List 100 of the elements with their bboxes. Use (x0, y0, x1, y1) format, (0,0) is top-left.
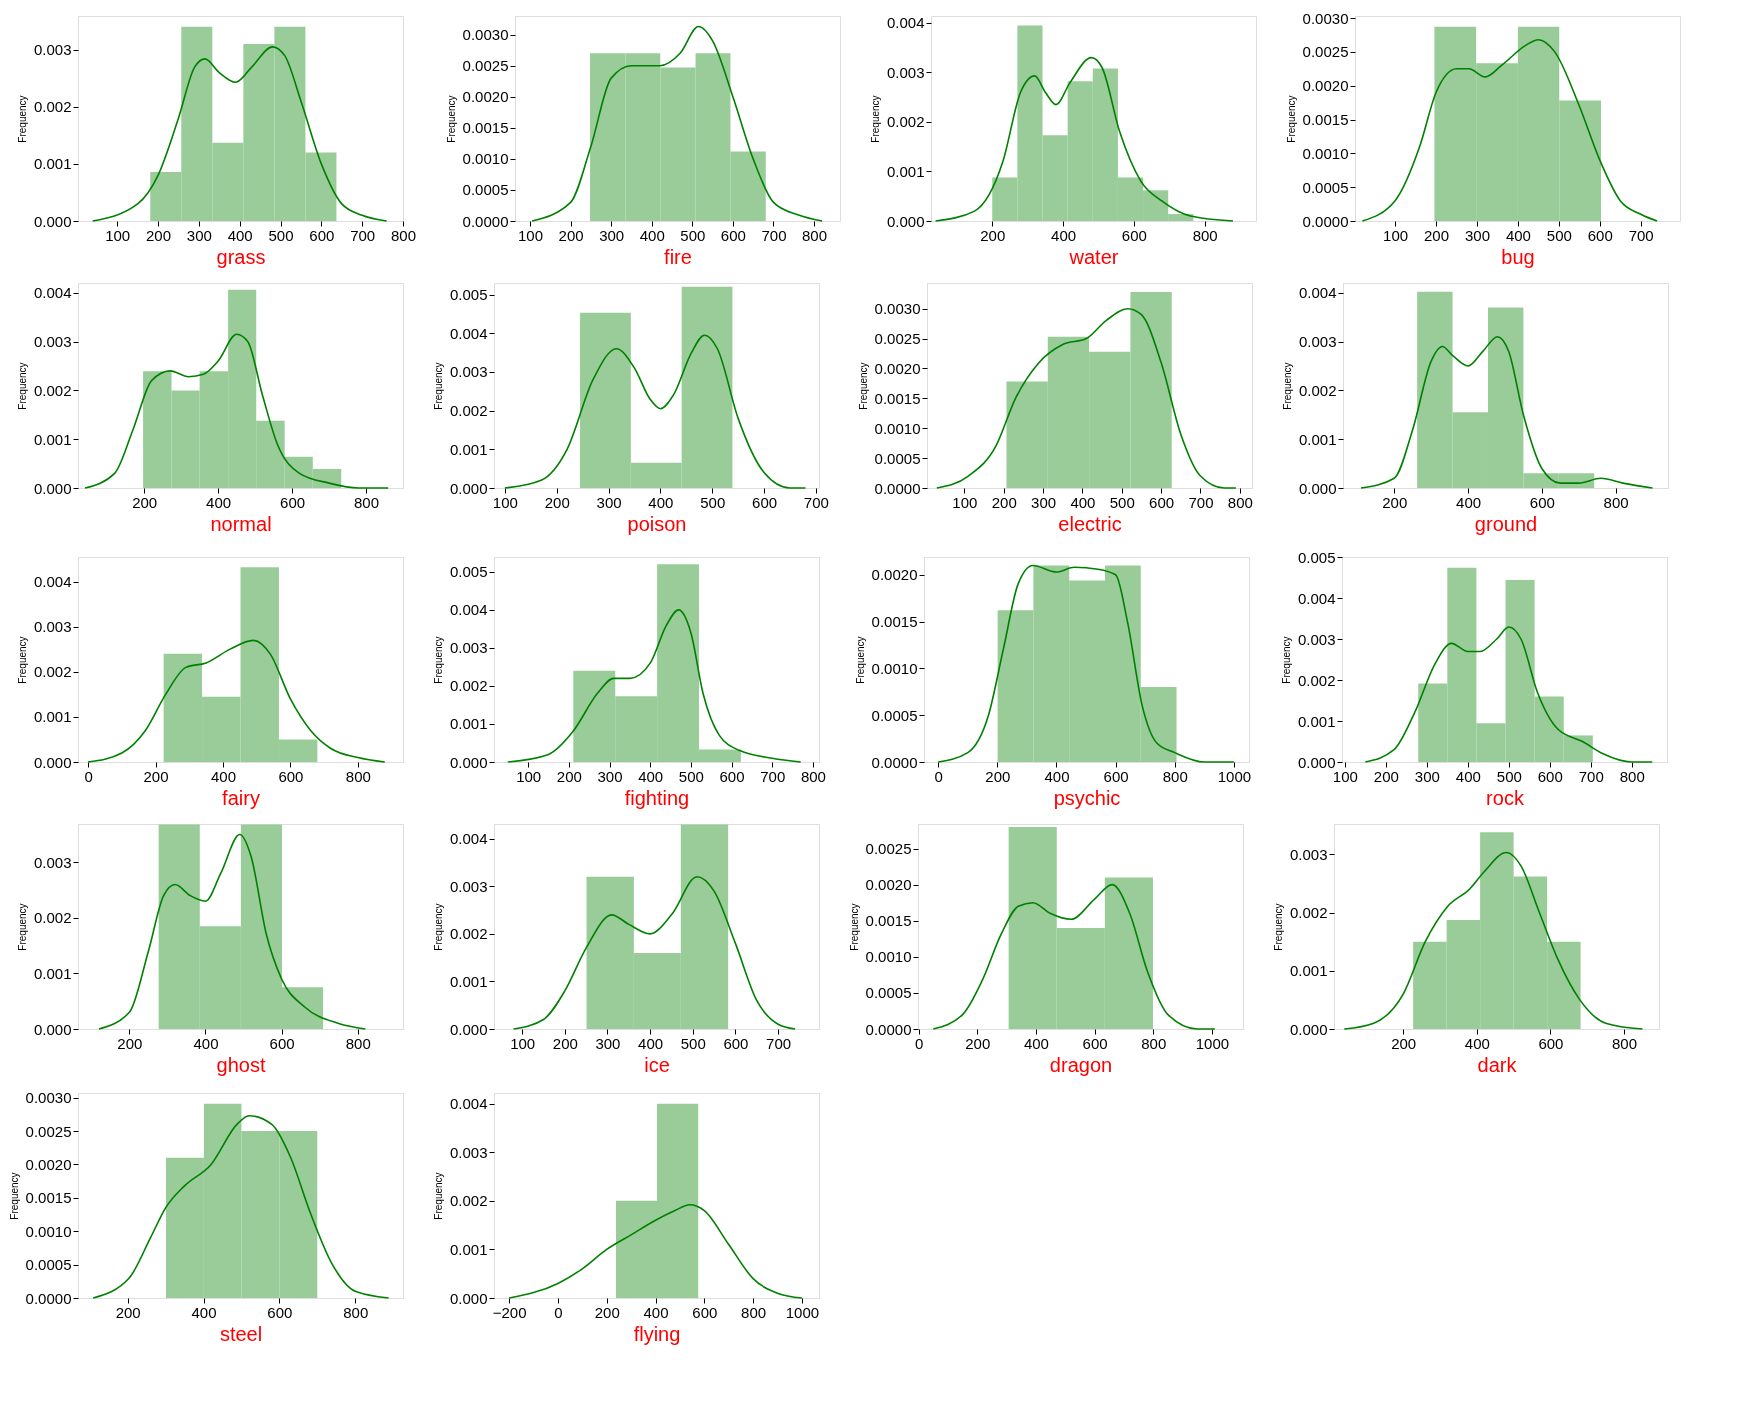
y-tick-label: 0.0030 (25, 1089, 72, 1107)
x-axis-title: ice (644, 1053, 670, 1076)
y-tick-label: 0.0000 (25, 1289, 72, 1307)
y-axis-title: Frequency (848, 903, 860, 951)
x-tick-label: 500 (1496, 767, 1522, 785)
y-tick-label: 0.0020 (1302, 77, 1349, 95)
x-tick-label: 1000 (1217, 767, 1252, 785)
line-series (932, 883, 1216, 1030)
x-tick-label: 600 (720, 226, 746, 244)
y-tick-label: 0.0010 (462, 150, 509, 168)
x-tick-label: 800 (345, 767, 371, 785)
y-axis-title: Frequency (16, 362, 28, 410)
y-tick-label: 0.0030 (462, 26, 509, 44)
x-tick-label: 800 (1612, 1034, 1638, 1052)
x-tick-label: 600 (1537, 767, 1563, 785)
y-tick-label: 0.0010 (871, 659, 918, 677)
x-tick-label: 100 (1383, 226, 1409, 244)
y-tick-label: 0.003 (1297, 630, 1336, 648)
y-tick-label: 0.002 (1297, 671, 1336, 689)
y-axis-title: Frequency (432, 636, 444, 684)
line-series (934, 56, 1234, 222)
x-tick-label: 300 (597, 767, 623, 785)
y-tick-label: 0.003 (449, 363, 488, 381)
x-tick-label: 600 (719, 767, 745, 785)
y-tick-label: 0.002 (449, 677, 488, 695)
x-axis-title: rock (1486, 786, 1525, 809)
y-tick-label: 0.003 (33, 853, 72, 871)
x-tick-label: 400 (1051, 226, 1077, 244)
y-tick-label: 0.001 (449, 972, 488, 990)
x-tick-label: 800 (343, 1303, 369, 1321)
y-tick-label: 0.0030 (874, 300, 921, 318)
y-tick-label: 0.0000 (871, 753, 918, 771)
x-tick-label: 400 (1044, 767, 1070, 785)
y-tick-label: 0.0015 (1302, 111, 1349, 129)
x-tick-label: 700 (760, 767, 786, 785)
x-axis-title: fairy (222, 786, 260, 809)
y-tick-label: 0.001 (1297, 712, 1336, 730)
x-axis-title: fighting (624, 786, 690, 809)
y-axis-title: Frequency (1272, 903, 1284, 951)
x-tick-label: 800 (800, 767, 826, 785)
y-tick-label: 0.000 (1289, 1020, 1328, 1038)
x-tick-label: 300 (1031, 493, 1057, 511)
line-series (1364, 626, 1654, 763)
x-tick-label: 1000 (1195, 1034, 1230, 1052)
x-tick-label: 600 (723, 1034, 749, 1052)
y-tick-label: 0.0015 (462, 119, 509, 137)
y-tick-label: 0.004 (886, 14, 925, 32)
line-series (936, 307, 1237, 489)
y-tick-label: 0.0025 (1302, 43, 1349, 61)
x-tick-label: 800 (390, 226, 417, 244)
x-tick-label: 600 (280, 493, 306, 511)
y-tick-label: 0.0020 (462, 88, 509, 106)
x-axis-title: grass (216, 245, 266, 268)
x-tick-label: 700 (1578, 767, 1604, 785)
y-tick-label: 0.0030 (1302, 9, 1349, 27)
x-tick-label: 200 (980, 226, 1006, 244)
x-tick-label: 200 (1424, 226, 1450, 244)
y-tick-label: 0.005 (449, 286, 488, 304)
y-tick-label: 0.0020 (871, 566, 918, 584)
x-tick-label: 300 (596, 493, 622, 511)
x-tick-label: 800 (1141, 1034, 1167, 1052)
y-tick-label: 0.004 (449, 830, 488, 848)
x-tick-label: 800 (741, 1303, 767, 1321)
line-series (1361, 38, 1658, 222)
y-tick-label: 0.0005 (865, 984, 912, 1002)
x-tick-label: 600 (1149, 493, 1175, 511)
y-tick-label: 0.001 (1289, 962, 1328, 980)
y-tick-label: 0.003 (449, 639, 488, 657)
x-tick-label: 500 (678, 767, 704, 785)
x-tick-label: 200 (1382, 493, 1408, 511)
x-tick-label: 200 (556, 767, 582, 785)
x-tick-label: 0 (84, 767, 93, 785)
y-tick-label: 0.001 (449, 440, 488, 458)
x-tick-label: 0 (914, 1034, 924, 1052)
y-tick-label: 0.003 (33, 41, 72, 59)
y-tick-label: 0.0000 (865, 1020, 912, 1038)
y-tick-label: 0.002 (33, 98, 72, 116)
y-tick-label: 0.0000 (874, 479, 921, 497)
y-axis-title: Frequency (445, 95, 457, 143)
y-tick-label: 0.002 (33, 663, 72, 681)
y-axis-title: Frequency (16, 903, 28, 951)
x-tick-label: 400 (210, 767, 236, 785)
y-tick-label: 0.000 (449, 753, 488, 771)
y-tick-label: 0.003 (449, 877, 488, 895)
x-tick-label: 400 (206, 493, 232, 511)
y-tick-label: 0.000 (449, 479, 488, 497)
x-tick-label: 200 (143, 767, 169, 785)
x-tick-label: 500 (680, 226, 706, 244)
x-tick-label: 700 (1628, 226, 1654, 244)
x-tick-label: 400 (1505, 226, 1531, 244)
line-series (504, 334, 807, 489)
y-tick-label: 0.000 (33, 753, 72, 771)
x-tick-label: 400 (1464, 1034, 1490, 1052)
x-tick-label: 600 (1082, 1034, 1108, 1052)
x-tick-label: 800 (1619, 767, 1645, 785)
y-tick-label: 0.005 (449, 563, 488, 581)
y-tick-label: 0.004 (449, 1095, 488, 1113)
x-tick-label: 800 (354, 493, 380, 511)
x-tick-label: −200 (492, 1303, 527, 1321)
y-tick-label: 0.002 (33, 909, 72, 927)
